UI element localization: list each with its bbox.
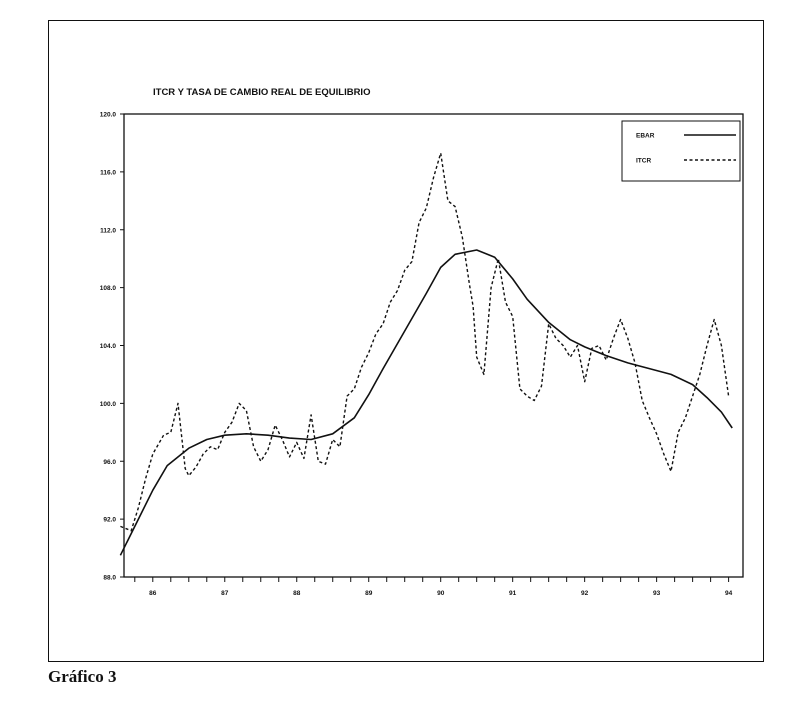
- plot-area-border: [123, 113, 744, 578]
- y-tick-label: 92.0: [103, 517, 116, 524]
- series-line-ebar: [119, 249, 733, 556]
- series-layer: [119, 152, 733, 556]
- x-tick-label: 87: [221, 590, 229, 597]
- x-tick-label: 91: [509, 590, 517, 597]
- series-line-itcr: [120, 152, 730, 532]
- line-chart: ITCR Y TASA DE CAMBIO REAL DE EQUILIBRIO…: [100, 87, 744, 597]
- x-tick-label: 90: [437, 590, 445, 597]
- x-tick-label: 89: [365, 590, 373, 597]
- x-tick-label: 94: [725, 590, 733, 597]
- y-tick-label: 120.0: [100, 112, 117, 119]
- y-tick-label: 116.0: [100, 169, 116, 176]
- y-tick-label: 112.0: [100, 227, 116, 234]
- y-tick-label: 100.0: [100, 401, 117, 408]
- y-tick-label: 88.0: [103, 575, 116, 582]
- x-tick-label: 93: [653, 590, 661, 597]
- legend-label-ebar: EBAR: [636, 133, 655, 140]
- y-tick-label: 108.0: [100, 285, 117, 292]
- x-tick-label: 88: [293, 590, 301, 597]
- x-tick-label: 92: [581, 590, 589, 597]
- chart-axes: 88.0 92.0 96.0 100.0 104.0 108.0 112.0 116.0 120…: [100, 112, 744, 597]
- x-tick-label: 86: [149, 590, 157, 597]
- figure-caption: Gráfico 3: [48, 667, 117, 686]
- y-tick-label: 104.0: [100, 343, 117, 350]
- legend: EBAR ITCR: [621, 120, 741, 182]
- legend-label-itcr: ITCR: [636, 158, 651, 165]
- y-tick-label: 96.0: [103, 459, 116, 466]
- legend-box: [621, 120, 741, 182]
- chart-title: ITCR Y TASA DE CAMBIO REAL DE EQUILIBRIO: [153, 87, 370, 98]
- figure-frame: ITCR Y TASA DE CAMBIO REAL DE EQUILIBRIO…: [48, 20, 764, 662]
